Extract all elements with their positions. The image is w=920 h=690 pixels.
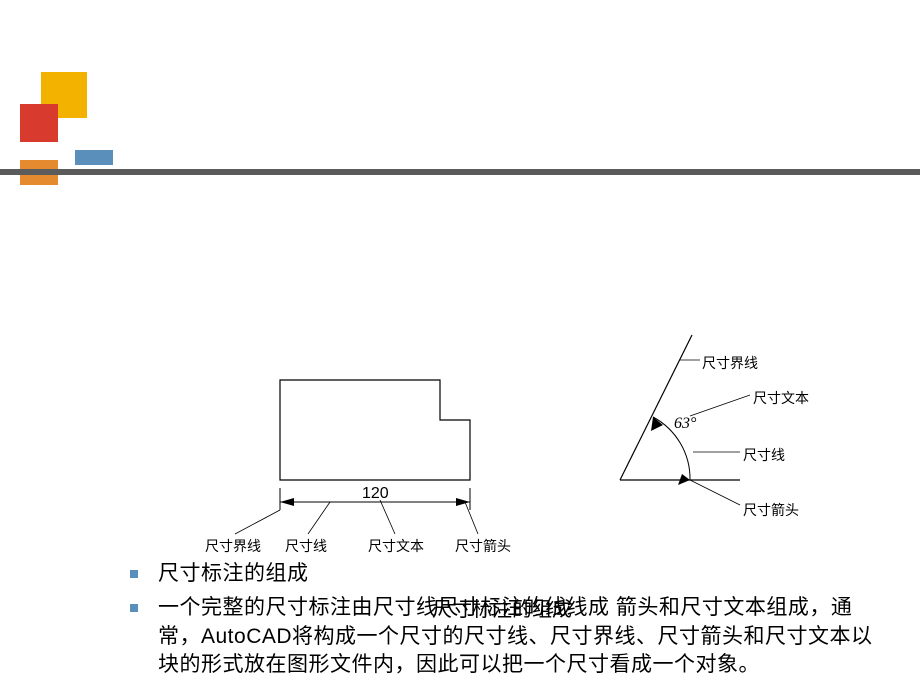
label-ext-line: 尺寸界线 xyxy=(205,536,261,556)
bullet-text-2: 一个完整的尺寸标注由尺寸线尺寸标注的线线成 箭头和尺寸文本组成，通常，AutoC… xyxy=(158,594,890,679)
leader-1 xyxy=(235,510,280,534)
bullet-icon xyxy=(130,570,138,578)
ang-leader-4 xyxy=(690,480,740,505)
ang-label-line: 尺寸线 xyxy=(743,445,785,465)
dim-text: 120 xyxy=(362,485,389,502)
diagrams-svg: 120 63° xyxy=(180,320,900,560)
label-dim-line: 尺寸线 xyxy=(285,536,327,556)
diagram-area: 120 63° 尺寸界线 尺寸线 尺寸文本 尺寸箭头 尺寸界线 尺寸文本 尺寸线… xyxy=(180,320,900,550)
leader-4 xyxy=(465,502,478,534)
dim-arrow-right xyxy=(456,498,470,506)
ang-label-arrow: 尺寸箭头 xyxy=(743,500,799,520)
ang-label-ext: 尺寸界线 xyxy=(702,353,758,373)
ang-leader-2 xyxy=(690,395,750,416)
bullet-item-1: 尺寸标注的组成 xyxy=(130,560,890,588)
bullet-text-1: 尺寸标注的组成 xyxy=(158,560,309,588)
header-decor xyxy=(0,0,920,200)
label-dim-arrow: 尺寸箭头 xyxy=(455,536,511,556)
ang-label-text: 尺寸文本 xyxy=(753,388,809,408)
content-area: 尺寸标注的组成 一个完整的尺寸标注由尺寸线尺寸标注的线线成 箭头和尺寸文本组成，… xyxy=(130,560,890,685)
bullet-icon xyxy=(130,604,138,612)
leader-2 xyxy=(308,502,330,534)
decor-red-square xyxy=(20,104,58,142)
angle-line-a xyxy=(620,335,692,480)
decor-blue-bar xyxy=(75,150,113,165)
leader-3 xyxy=(380,500,395,534)
linear-shape xyxy=(280,380,470,480)
label-dim-text: 尺寸文本 xyxy=(368,536,424,556)
bullet-item-2: 一个完整的尺寸标注由尺寸线尺寸标注的线线成 箭头和尺寸文本组成，通常，AutoC… xyxy=(130,594,890,679)
dim-arrow-left xyxy=(280,498,294,506)
angle-text: 63° xyxy=(674,415,697,432)
